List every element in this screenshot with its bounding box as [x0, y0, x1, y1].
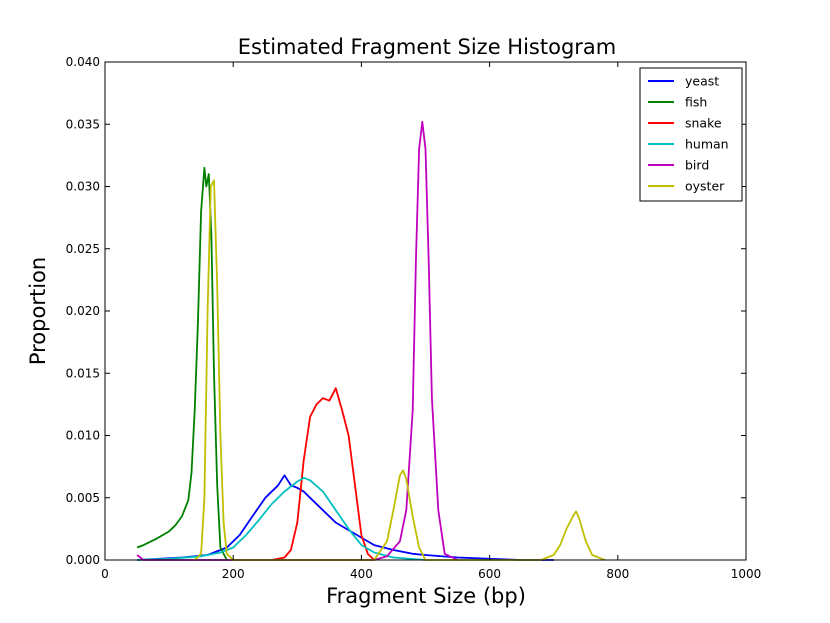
legend-box — [639, 67, 743, 202]
x-axis-label: Fragment Size (bp) — [326, 584, 526, 608]
y-tick-label: 0.000 — [66, 553, 100, 567]
y-tick-label: 0.035 — [66, 117, 100, 131]
y-tick-label: 0.010 — [66, 429, 100, 443]
series-layer — [136, 120, 606, 561]
legend-label-yeast: yeast — [685, 74, 719, 89]
x-tick-label: 800 — [606, 567, 629, 581]
series-line-yeast — [137, 474, 554, 561]
x-tick-label: 0 — [101, 567, 109, 581]
x-tick-label: 400 — [350, 567, 373, 581]
x-tick-label: 1000 — [731, 567, 762, 581]
x-tick-label: 200 — [222, 567, 245, 581]
series-line-human — [137, 476, 426, 561]
series-line-bird — [136, 120, 458, 561]
legend: yeast fish snake human bird oyster — [639, 67, 743, 202]
legend-label-human: human — [685, 137, 729, 152]
legend-label-fish: fish — [685, 95, 707, 110]
series-line-oyster — [194, 179, 606, 561]
legend-label-bird: bird — [685, 158, 709, 173]
y-tick-label: 0.015 — [66, 366, 100, 380]
y-tick-label: 0.020 — [66, 304, 100, 318]
y-tick-label: 0.005 — [66, 491, 100, 505]
legend-label-oyster: oyster — [685, 179, 725, 194]
series-line-fish — [136, 166, 228, 561]
series-line-snake — [271, 387, 375, 561]
y-tick-label: 0.025 — [66, 242, 100, 256]
legend-label-snake: snake — [685, 116, 722, 131]
y-tick-label: 0.040 — [66, 55, 100, 69]
y-axis-label: Proportion — [26, 257, 50, 365]
ticks-layer: 0 200 400 600 800 1000 0.000 0.005 0.010 0.015 0.0… — [66, 55, 762, 581]
x-tick-label: 600 — [478, 567, 501, 581]
y-tick-label: 0.030 — [66, 180, 100, 194]
chart-title: Estimated Fragment Size Histogram — [238, 35, 616, 59]
